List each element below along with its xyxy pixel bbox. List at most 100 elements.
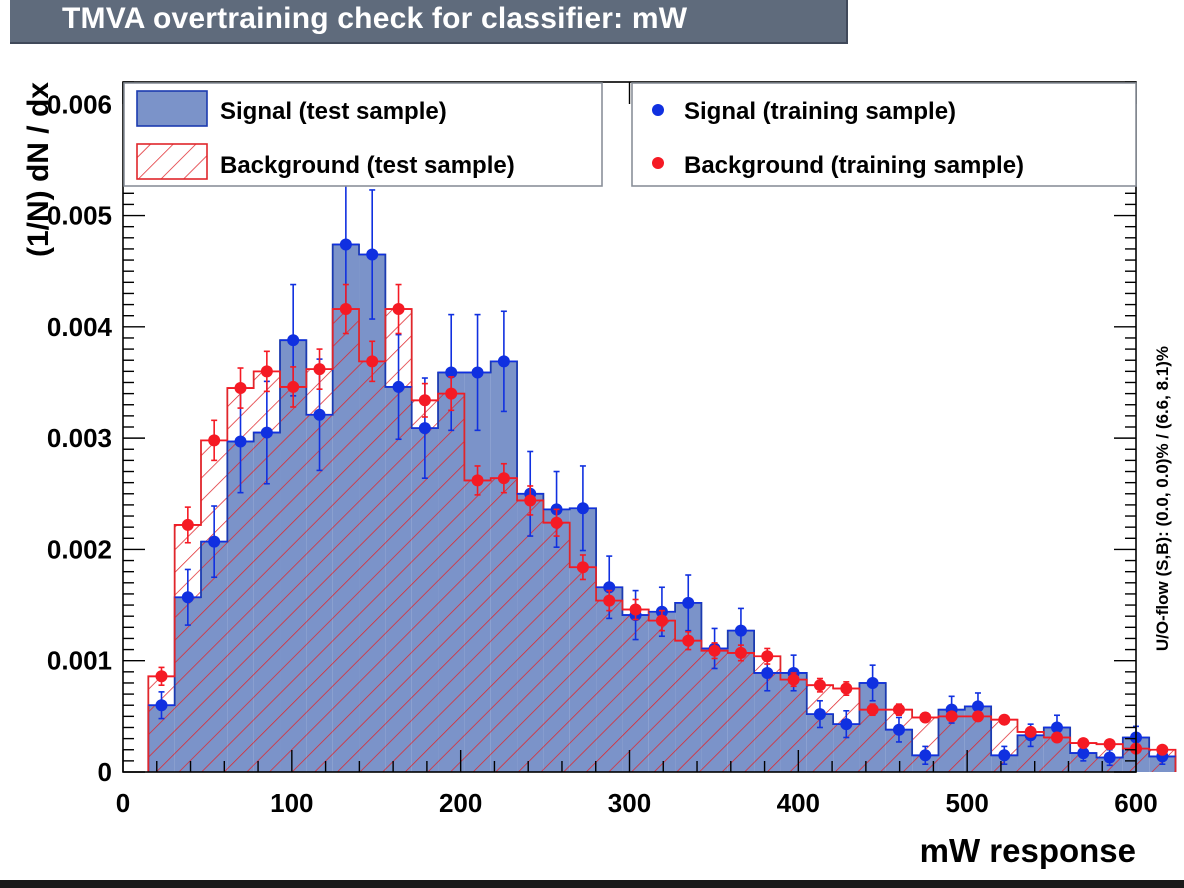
background-training-marker [998,713,1011,726]
y-tick-label: 0.002 [47,534,112,564]
background-training-point [148,666,175,686]
background-training-point [622,598,649,621]
background-training-point [227,367,254,409]
background-test-bar [806,685,834,772]
background-test-bar [490,478,518,772]
signal-training-point [174,568,202,626]
signal-training-marker [418,422,431,435]
background-training-marker [629,603,642,616]
background-training-marker [234,382,247,395]
background-test-bar [148,676,175,772]
x-tick-label: 600 [1114,788,1157,818]
background-training-point [675,630,702,651]
y-tick-label: 0.003 [47,423,112,453]
signal-training-marker [181,591,194,604]
background-training-point [701,642,728,660]
background-test-bar [780,679,807,772]
background-training-marker [524,494,537,507]
signal-training-point [833,709,860,739]
legend-label: Background (training sample) [684,152,1024,179]
background-training-point [964,710,992,723]
background-training-marker [603,594,616,607]
legend-background-test-swatch [136,143,208,180]
background-training-marker [287,380,300,393]
background-test-bar [675,640,702,772]
legend-background-training-marker [652,157,664,169]
background-training-point [332,283,360,335]
background-training-marker [734,646,747,659]
background-training-point [306,348,333,390]
background-training-marker [260,365,273,378]
background-training-marker [418,394,431,407]
background-training-point [464,465,491,496]
background-training-point [1096,738,1123,751]
background-training-point [833,681,860,697]
signal-training-marker [734,624,747,637]
background-training-marker [1103,738,1116,751]
signal-training-marker [813,708,826,721]
legend-signal-training-marker [652,104,664,116]
background-training-point [1017,725,1044,738]
signal-training-marker [998,749,1011,762]
signal-training-marker [1050,721,1063,734]
background-training-point [359,340,386,383]
background-training-marker [339,303,352,316]
signal-training-point [859,664,886,702]
background-test-bar [859,709,886,772]
y-axis-title: (1/N) dN / dx [22,82,55,257]
background-training-point [569,554,597,581]
background-test-bar [648,620,676,772]
background-training-marker [840,682,853,695]
legend-training-frame [631,82,1137,187]
signal-training-point [148,691,175,720]
background-test-bar [938,716,965,772]
y-tick-label: 0.005 [47,201,112,231]
signal-training-marker [155,699,168,712]
background-training-marker [813,679,826,692]
background-test-bar [438,393,465,772]
background-training-point [385,283,412,335]
background-test-bar [517,500,544,772]
background-training-marker [761,650,774,663]
background-test-bar [596,600,623,772]
signal-training-marker [1103,751,1116,764]
background-test-bar [727,652,755,772]
signal-training-point [385,333,412,441]
overflow-note: U/O-flow (S,B): (0.0, 0.0)% / (6.6, 8.1)… [1153,346,1172,651]
background-training-marker [181,518,194,531]
signal-training-marker [892,723,905,736]
signal-training-point [1070,744,1097,762]
background-training-marker [1024,725,1037,738]
legend-test: Signal (test sample) Background (test sam… [123,82,603,187]
background-training-marker [366,355,379,368]
background-training-point [438,376,465,412]
background-training-marker [550,516,563,529]
signal-training-marker [840,718,853,731]
signal-training-point [991,745,1018,766]
background-training-point [543,508,570,537]
legend-label: Signal (training sample) [684,98,956,125]
legend-label: Signal (test sample) [220,98,447,125]
signal-training-point [253,380,281,485]
background-test-bar [701,650,728,772]
signal-training-point [885,716,913,743]
background-test-bar [174,524,202,772]
signal-training-marker [1077,747,1090,760]
background-training-marker [787,673,800,686]
background-training-marker [655,614,668,627]
signal-training-point [912,745,939,766]
y-tick-label: 0.006 [47,89,112,119]
signal-training-marker [576,502,589,515]
signal-training-point [359,189,386,320]
background-training-point [912,711,939,724]
signal-training-marker [497,355,510,368]
background-test-bar [359,361,386,772]
background-training-point [490,462,518,494]
signal-training-marker [208,535,221,548]
background-test-bar [332,309,360,772]
signal-training-marker [339,238,352,251]
legend-signal-test-swatch [136,90,208,127]
signal-training-marker [313,408,326,421]
signal-training-point [201,505,228,579]
